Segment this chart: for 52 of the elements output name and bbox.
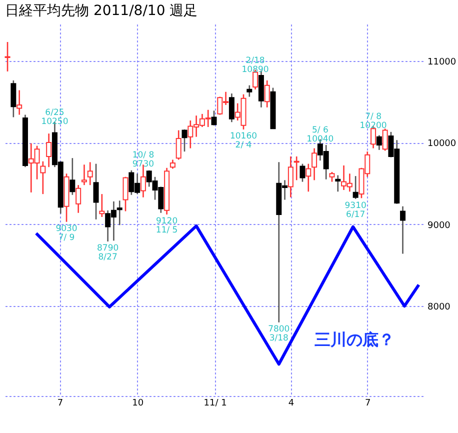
annotation: 6/25 10250 [41, 108, 68, 128]
y-tick-label: 9000 [428, 220, 451, 231]
candlestick [376, 134, 382, 151]
annotation: 2/18 10890 [242, 56, 269, 75]
annotation: 9120 11/ 5 [156, 216, 178, 236]
x-tick-label: 4 [288, 398, 294, 408]
line-series [34, 224, 420, 366]
candlestick [99, 193, 105, 218]
candlestick [211, 110, 217, 126]
candlestick [352, 175, 358, 200]
annotation: 10/ 8 9730 [132, 150, 154, 170]
candlestick [76, 184, 82, 214]
candlestick [16, 90, 22, 116]
candlestick [228, 92, 234, 123]
candlestick [294, 156, 300, 181]
candlestick [70, 157, 76, 196]
x-tick-label: 11/ 1 [204, 398, 227, 408]
candlestick [335, 174, 341, 192]
annotation: 5/ 6 10040 [306, 125, 334, 144]
y-tick-label: 11000 [428, 57, 456, 68]
candlestick [300, 163, 306, 182]
annotation: 7/ 8 10200 [360, 112, 387, 132]
candlestick [329, 171, 335, 182]
candlestick [116, 200, 122, 226]
candlestick [4, 41, 10, 72]
candlestick [122, 176, 128, 212]
candlestick [87, 162, 93, 186]
candlestick [288, 156, 294, 198]
candlestick [46, 132, 52, 168]
candlestick [264, 80, 270, 108]
candlestick [182, 128, 188, 152]
candlestick [400, 206, 406, 254]
candlestick [176, 130, 182, 160]
candlestick [312, 148, 318, 181]
annotation: 9310 6/17 [344, 200, 366, 220]
annotation: 9030 7/ 9 [56, 224, 78, 243]
y-tick-label: 10000 [428, 139, 456, 150]
candlestick [93, 163, 99, 220]
x-tick-label: 7 [365, 398, 371, 408]
candlestick [81, 164, 87, 186]
candlestick [382, 128, 388, 152]
candlestick [40, 160, 46, 195]
candlestick [306, 163, 312, 192]
annotation: 7800 3/18 [268, 324, 290, 344]
chart-title: 日経平均先物 2011/8/10 週足 [5, 3, 198, 19]
x-tick-label: 7 [57, 398, 64, 408]
candlestick [10, 80, 16, 118]
y-tick-label: 8000 [428, 302, 451, 313]
annotation: 8790 8/27 [96, 243, 119, 262]
x-tick-label: 10 [132, 398, 144, 408]
candlestick [246, 84, 252, 98]
annotation: 三川の底？ [314, 330, 394, 350]
